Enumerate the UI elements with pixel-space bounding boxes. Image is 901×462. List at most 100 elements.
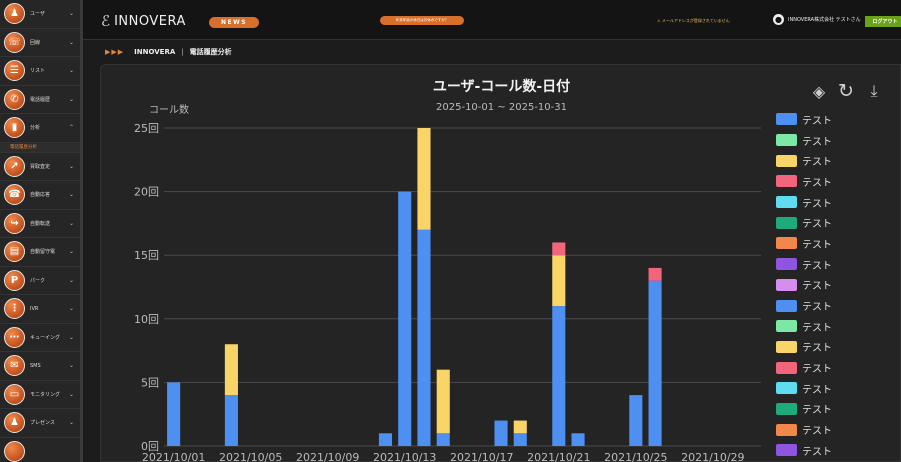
hand-phone-icon: ✆ [4,88,25,110]
bar-segment[interactable] [224,344,238,396]
chevron-icon: ⌄ [68,191,74,199]
legend-item[interactable]: テスト [776,399,832,420]
legend-item[interactable]: テスト [776,109,832,130]
legend-swatch [776,216,797,229]
bar-segment[interactable] [224,395,238,446]
user-icon: ♟ [4,3,25,25]
sidebar-item-14[interactable]: ▭ モニタリング ⌄ [0,381,80,409]
sidebar-item-9[interactable]: ▤ 自動留守電 ⌄ [0,238,80,267]
sidebar-item-5[interactable]: ▮ 分析 ⌃ [0,114,80,143]
legend-item[interactable]: テスト [776,275,832,296]
bar-segment[interactable] [513,433,527,446]
chevron-icon: ⌄ [68,333,74,341]
x-tick-label: 2021/10/21 [527,451,590,462]
bar-segment[interactable] [378,433,393,446]
legend-item[interactable]: テスト [776,171,832,192]
forward-icon: ↪ [4,212,25,234]
auto-answer-icon: ☎ [4,184,25,206]
sidebar-item-1[interactable]: ♟ ユーザ ⌄ [0,0,80,29]
sidebar-item-label: リスト [30,68,46,75]
layers-icon[interactable]: ◈ [812,81,826,101]
breadcrumb-current: 電話履歴分析 [189,48,232,56]
notice-banner[interactable]: 年末年始の休日はお休みですか？ [380,16,464,25]
app-logo[interactable]: ℰ INNOVERA [101,12,186,30]
sidebar-item-8[interactable]: ↪ 自動転送 ⌄ [0,210,80,238]
legend-item[interactable]: テスト [776,295,832,316]
sidebar-item-7[interactable]: ☎ 自動応答 ⌄ [0,181,80,210]
sidebar-item-13[interactable]: ✉ SMS ⌄ [0,352,80,381]
sidebar-item-label: 自動応答 [30,192,51,199]
legend-item[interactable]: テスト [776,316,832,337]
bar-segment[interactable] [552,306,566,446]
sidebar-item-4[interactable]: ✆ 電話履歴 ⌄ [0,86,80,114]
x-tick-label: 2021/10/01 [142,451,205,462]
sidebar-item-label: 電話履歴 [30,96,51,103]
legend-label: テスト [802,115,832,127]
sidebar-item-11[interactable]: ⋮ IVR ⌄ [0,295,80,324]
y-tick-label: 5回 [141,376,159,389]
chevron-icon: ⌃ [68,124,74,132]
legend-item[interactable]: テスト [776,357,832,378]
legend-item[interactable]: テスト [776,150,832,171]
legend-label: テスト [802,446,832,458]
download-icon[interactable]: ⤓ [870,81,878,100]
sidebar-item-16[interactable] [0,438,80,462]
sidebar-item-6[interactable]: ↗ 買取査定 ⌄ [0,153,80,181]
mail-warning-link[interactable]: ⚠ メールアドレスが登録されていません [657,18,730,23]
x-tick-label: 2021/10/17 [450,451,513,462]
legend-item[interactable]: テスト [776,440,832,461]
sidebar-item-label: 回線 [30,39,41,46]
bar-segment[interactable] [513,420,527,434]
user-menu[interactable]: ● INNOVERA株式会社 テストさん [773,14,861,25]
sidebar-item-12[interactable]: ⋯ キューイング ⌄ [0,324,80,352]
legend-item[interactable]: テスト [776,233,832,254]
bar-segment[interactable] [167,382,181,446]
chevron-icon: ⌄ [68,67,74,75]
legend-item[interactable]: テスト [776,212,832,233]
legend-item[interactable]: テスト [776,192,832,213]
chevron-icon: ⌄ [68,276,74,284]
legend-item[interactable]: テスト [776,337,832,358]
bar-segment[interactable] [648,267,662,281]
legend-item[interactable]: テスト [776,130,832,151]
legend-label: テスト [802,426,832,438]
bar-segment[interactable] [552,242,566,256]
list-icon: ☰ [4,60,25,82]
legend-item[interactable]: テスト [776,419,832,440]
sidebar-item-10[interactable]: P パーク ⌄ [0,267,80,295]
bar-segment[interactable] [552,255,566,307]
legend-swatch [776,444,797,457]
legend-label: テスト [802,260,832,272]
bar-segment[interactable] [571,433,585,446]
sidebar-item-15[interactable]: ♟ プレゼンス ⌄ [0,409,80,438]
legend-item[interactable]: テスト [776,378,832,399]
legend-label: テスト [802,302,832,314]
bar-segment[interactable] [629,395,643,446]
y-tick-label: 25回 [134,122,159,135]
logout-button[interactable]: ログアウト [865,16,901,27]
bar-segment[interactable] [398,191,412,446]
legend-label: テスト [802,177,832,189]
ivr-icon: ⋮ [4,298,25,320]
sidebar-item-3[interactable]: ☰ リスト ⌄ [0,57,80,86]
bar-segment[interactable] [436,369,450,434]
breadcrumb-root[interactable]: INNOVERA [134,48,176,56]
bar-segment[interactable] [417,128,431,230]
x-tick-label: 2021/10/13 [373,451,436,462]
bar-segment[interactable] [436,433,450,446]
sidebar-item-2[interactable]: ☏ 回線 ⌄ [0,29,80,57]
legend-swatch [776,340,797,353]
logo-mark-icon: ℰ [101,12,111,30]
x-tick-label: 2021/10/05 [219,451,282,462]
sidebar-subitem-active[interactable]: 電話履歴分析 [0,142,80,153]
legend-item[interactable]: テスト [776,254,832,275]
legend-label: テスト [802,136,832,148]
sidebar: ♟ ユーザ ⌄ ☏ 回線 ⌄ ☰ リスト ⌄ ✆ 電話履歴 ⌄ ▮ 分析 ⌃ 電話履歴分析 ↗ 買取査定 ⌄ ☎ 自動応… [0,0,83,462]
news-button[interactable]: NEWS [209,17,259,28]
bar-segment[interactable] [417,229,431,446]
trend-icon: ↗ [4,155,25,177]
bar-segment[interactable] [648,280,662,446]
bar-segment[interactable] [494,420,508,446]
refresh-icon[interactable]: ↻ [838,80,854,102]
